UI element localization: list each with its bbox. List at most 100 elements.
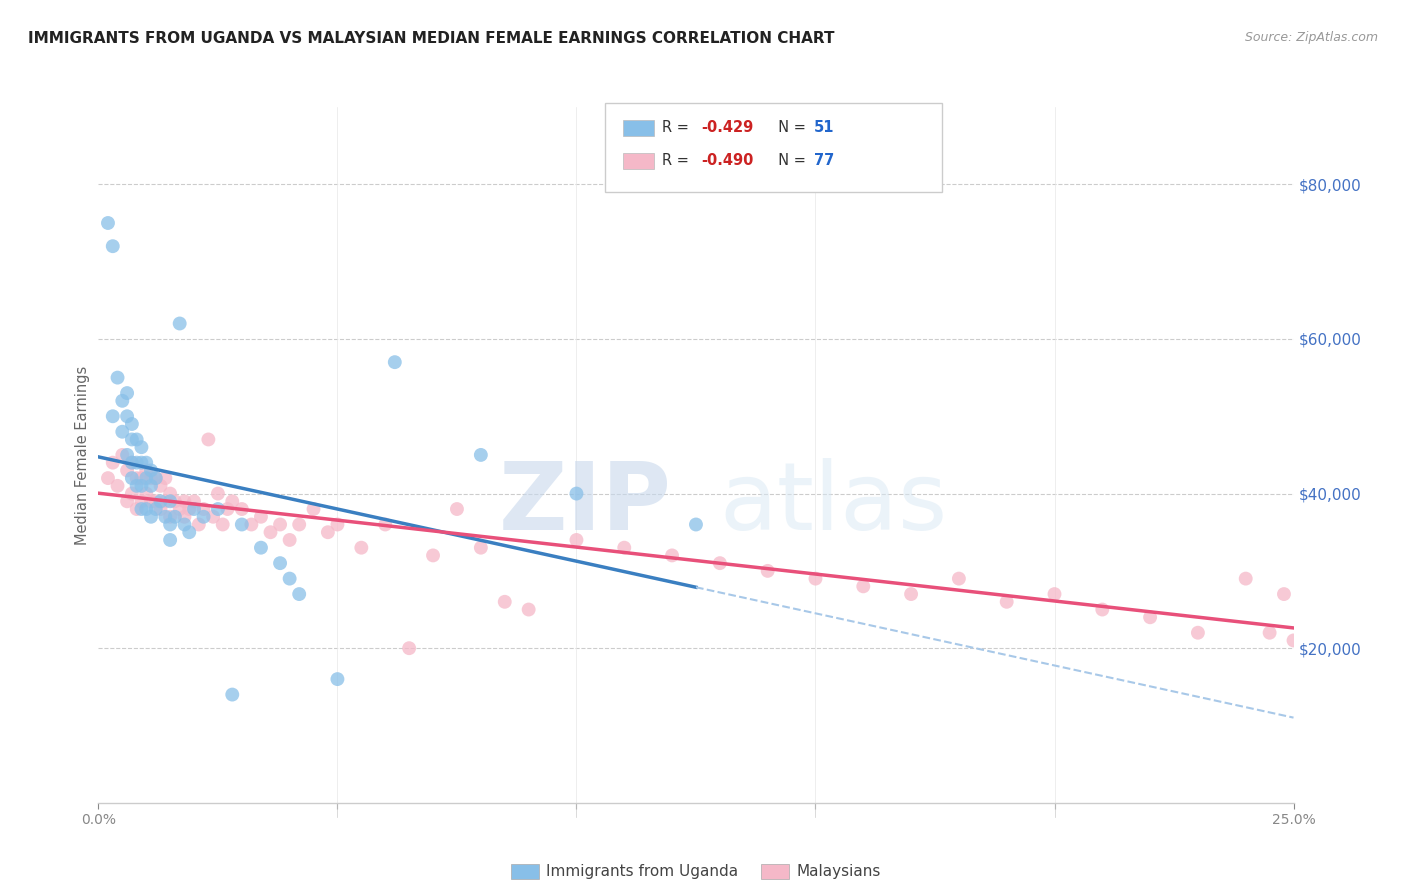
Point: [1306, 610, 1329, 624]
Point: [179, 502, 201, 516]
Point: [217, 502, 239, 516]
Point: [221, 494, 243, 508]
Point: [107, 479, 129, 493]
Point: [121, 486, 143, 500]
Point: [139, 509, 162, 524]
Point: [135, 463, 157, 477]
Point: [111, 448, 134, 462]
Point: [139, 463, 162, 477]
Text: -0.429: -0.429: [702, 120, 754, 135]
Point: [187, 517, 209, 532]
Point: [948, 572, 970, 586]
Point: [115, 463, 138, 477]
Point: [145, 471, 167, 485]
Point: [101, 239, 124, 253]
Point: [326, 517, 349, 532]
Point: [111, 393, 134, 408]
Point: [197, 433, 219, 447]
Point: [470, 541, 492, 555]
Point: [709, 556, 731, 570]
Point: [173, 509, 195, 524]
Point: [121, 456, 143, 470]
Text: 77: 77: [814, 153, 834, 168]
Text: atlas: atlas: [720, 458, 948, 549]
Point: [145, 471, 167, 485]
Point: [115, 494, 138, 508]
Text: N =: N =: [769, 120, 811, 135]
Point: [259, 525, 281, 540]
Point: [173, 517, 195, 532]
Text: N =: N =: [769, 153, 811, 168]
Point: [278, 533, 301, 547]
Point: [207, 502, 229, 516]
Point: [269, 556, 291, 570]
Point: [131, 456, 153, 470]
Point: [193, 502, 215, 516]
Point: [139, 479, 162, 493]
Point: [900, 587, 922, 601]
Point: [169, 317, 191, 331]
Point: [374, 517, 396, 532]
Point: [565, 533, 588, 547]
Point: [115, 409, 138, 424]
Text: -0.490: -0.490: [702, 153, 754, 168]
Point: [661, 549, 683, 563]
Point: [121, 471, 143, 485]
Point: [159, 494, 181, 508]
Point: [470, 448, 492, 462]
Point: [101, 456, 124, 470]
Point: [231, 517, 253, 532]
Point: [135, 486, 157, 500]
Point: [852, 579, 875, 593]
Text: R =: R =: [662, 153, 693, 168]
Point: [494, 595, 516, 609]
Point: [101, 409, 124, 424]
Point: [159, 517, 181, 532]
Text: ZIP: ZIP: [499, 458, 672, 549]
Point: [269, 517, 291, 532]
Point: [221, 688, 243, 702]
Point: [121, 456, 143, 470]
Point: [183, 502, 205, 516]
Point: [193, 509, 215, 524]
Point: [115, 386, 138, 401]
Point: [121, 433, 143, 447]
Text: R =: R =: [662, 120, 693, 135]
Point: [125, 471, 148, 485]
Point: [250, 541, 273, 555]
Point: [125, 479, 148, 493]
Point: [1282, 633, 1305, 648]
Point: [288, 517, 311, 532]
Point: [131, 440, 153, 454]
Point: [163, 494, 186, 508]
Point: [155, 471, 177, 485]
Point: [149, 479, 172, 493]
Point: [1091, 602, 1114, 616]
Point: [398, 641, 420, 656]
Point: [685, 517, 707, 532]
Point: [995, 595, 1018, 609]
Point: [159, 486, 181, 500]
Point: [155, 494, 177, 508]
Point: [125, 433, 148, 447]
Point: [240, 517, 263, 532]
Point: [316, 525, 339, 540]
Point: [565, 486, 588, 500]
Point: [288, 587, 311, 601]
Point: [149, 502, 172, 516]
Point: [183, 494, 205, 508]
Text: 51: 51: [814, 120, 835, 135]
Legend: Immigrants from Uganda, Malaysians: Immigrants from Uganda, Malaysians: [505, 857, 887, 886]
Point: [163, 509, 186, 524]
Point: [121, 417, 143, 431]
Point: [145, 502, 167, 516]
Point: [756, 564, 779, 578]
Point: [97, 471, 120, 485]
Point: [1043, 587, 1066, 601]
Point: [131, 494, 153, 508]
Point: [1320, 625, 1343, 640]
Point: [135, 471, 157, 485]
Point: [135, 456, 157, 470]
Point: [302, 502, 325, 516]
Point: [149, 494, 172, 508]
